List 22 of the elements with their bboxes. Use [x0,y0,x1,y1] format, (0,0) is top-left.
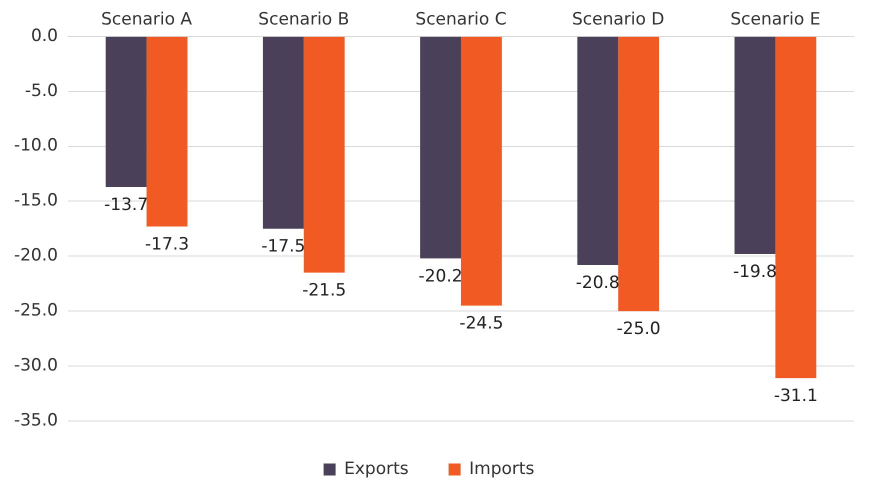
y-tick-label: -5.0 [24,80,58,101]
data-label: -31.1 [774,386,818,406]
data-label: -25.0 [616,319,661,340]
x-tick-label: Scenario A [101,10,192,30]
x-tick-label: Scenario B [258,10,350,30]
y-tick-label: -20.0 [14,246,58,266]
y-tick-label: -30.0 [14,355,58,376]
data-label: -17.5 [261,236,306,257]
data-label: -21.5 [302,280,346,301]
data-label: -24.5 [459,314,504,334]
y-tick-label: -35.0 [14,410,58,430]
y-tick-label: 0.0 [30,26,58,46]
legend-label: Exports [344,458,409,479]
y-tick-label: -15.0 [14,190,58,211]
x-tick-label: Scenario E [730,10,820,30]
data-label: -20.2 [418,266,463,286]
legend-label: Imports [469,458,535,479]
data-label: -17.3 [145,234,190,254]
x-tick-label: Scenario C [415,10,507,30]
y-tick-label: -25.0 [14,300,58,321]
y-tick-label: -10.0 [14,136,58,156]
x-tick-label: Scenario D [572,10,664,30]
